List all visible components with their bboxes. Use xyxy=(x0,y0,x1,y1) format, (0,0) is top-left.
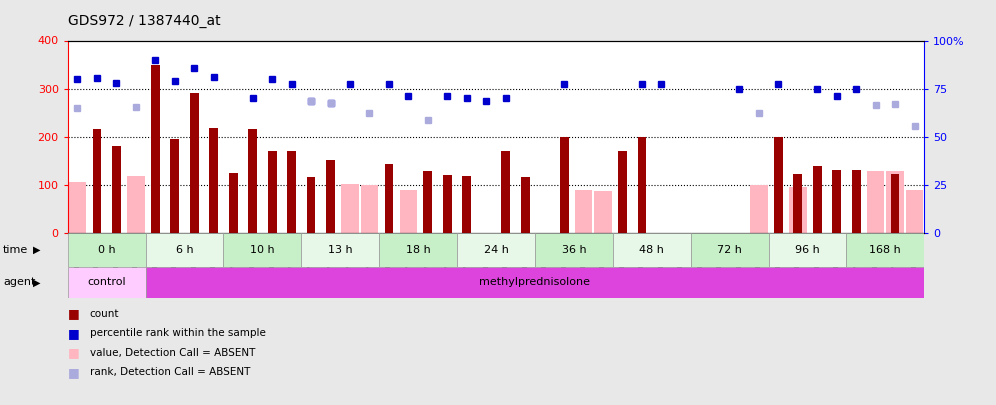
Bar xyxy=(501,151,510,233)
Bar xyxy=(69,182,87,233)
Text: 10 h: 10 h xyxy=(250,245,275,255)
Bar xyxy=(223,233,302,267)
Bar xyxy=(145,233,223,267)
Bar xyxy=(326,160,335,233)
Bar xyxy=(342,184,359,233)
Text: time: time xyxy=(3,245,28,255)
Bar xyxy=(361,185,378,233)
Text: 96 h: 96 h xyxy=(795,245,820,255)
Bar xyxy=(93,128,102,233)
Text: 18 h: 18 h xyxy=(405,245,430,255)
Bar xyxy=(769,233,847,267)
Bar xyxy=(379,233,457,267)
Text: value, Detection Call = ABSENT: value, Detection Call = ABSENT xyxy=(90,348,255,358)
Bar xyxy=(462,176,471,233)
Text: control: control xyxy=(88,277,125,288)
Bar xyxy=(886,171,903,233)
Bar xyxy=(774,137,783,233)
Text: ▶: ▶ xyxy=(33,245,41,255)
Text: methylprednisolone: methylprednisolone xyxy=(479,277,591,288)
Bar xyxy=(789,187,807,233)
Text: ■: ■ xyxy=(68,327,80,340)
Bar xyxy=(575,190,593,233)
Bar xyxy=(151,64,159,233)
Text: ▶: ▶ xyxy=(33,277,41,288)
Text: 24 h: 24 h xyxy=(484,245,508,255)
Text: percentile rank within the sample: percentile rank within the sample xyxy=(90,328,266,338)
Bar xyxy=(833,171,841,233)
Bar xyxy=(423,171,432,233)
Bar xyxy=(690,233,769,267)
Bar xyxy=(750,185,768,233)
Bar xyxy=(127,176,144,233)
Bar xyxy=(384,164,393,233)
Bar xyxy=(905,190,923,233)
Bar xyxy=(229,173,238,233)
Bar xyxy=(794,174,802,233)
Bar xyxy=(68,267,145,298)
Bar xyxy=(813,166,822,233)
Text: agent: agent xyxy=(3,277,36,288)
Text: 48 h: 48 h xyxy=(639,245,664,255)
Text: ■: ■ xyxy=(68,366,80,379)
Text: 13 h: 13 h xyxy=(328,245,353,255)
Bar xyxy=(521,177,530,233)
Bar xyxy=(248,129,257,233)
Bar xyxy=(112,146,121,233)
Bar xyxy=(560,137,569,233)
Text: GDS972 / 1387440_at: GDS972 / 1387440_at xyxy=(68,14,220,28)
Bar xyxy=(399,190,417,233)
Text: 6 h: 6 h xyxy=(175,245,193,255)
Bar xyxy=(209,128,218,233)
Bar xyxy=(595,191,612,233)
Text: 36 h: 36 h xyxy=(562,245,587,255)
Bar xyxy=(535,233,613,267)
Bar xyxy=(619,151,626,233)
Bar xyxy=(287,151,296,233)
Bar xyxy=(190,94,198,233)
Bar xyxy=(443,175,452,233)
Bar xyxy=(613,233,690,267)
Text: count: count xyxy=(90,309,120,319)
Bar xyxy=(637,137,646,233)
Bar xyxy=(302,233,379,267)
Bar xyxy=(268,151,277,233)
Bar xyxy=(852,171,861,233)
Text: 72 h: 72 h xyxy=(717,245,742,255)
Bar xyxy=(890,174,899,233)
Bar xyxy=(170,139,179,233)
Text: 0 h: 0 h xyxy=(98,245,116,255)
Text: 168 h: 168 h xyxy=(870,245,901,255)
Bar xyxy=(68,233,145,267)
Bar xyxy=(457,233,535,267)
Bar xyxy=(307,177,316,233)
Text: ■: ■ xyxy=(68,346,80,359)
Bar xyxy=(867,171,884,233)
Bar xyxy=(847,233,924,267)
Text: ■: ■ xyxy=(68,307,80,320)
Text: rank, Detection Call = ABSENT: rank, Detection Call = ABSENT xyxy=(90,367,250,377)
